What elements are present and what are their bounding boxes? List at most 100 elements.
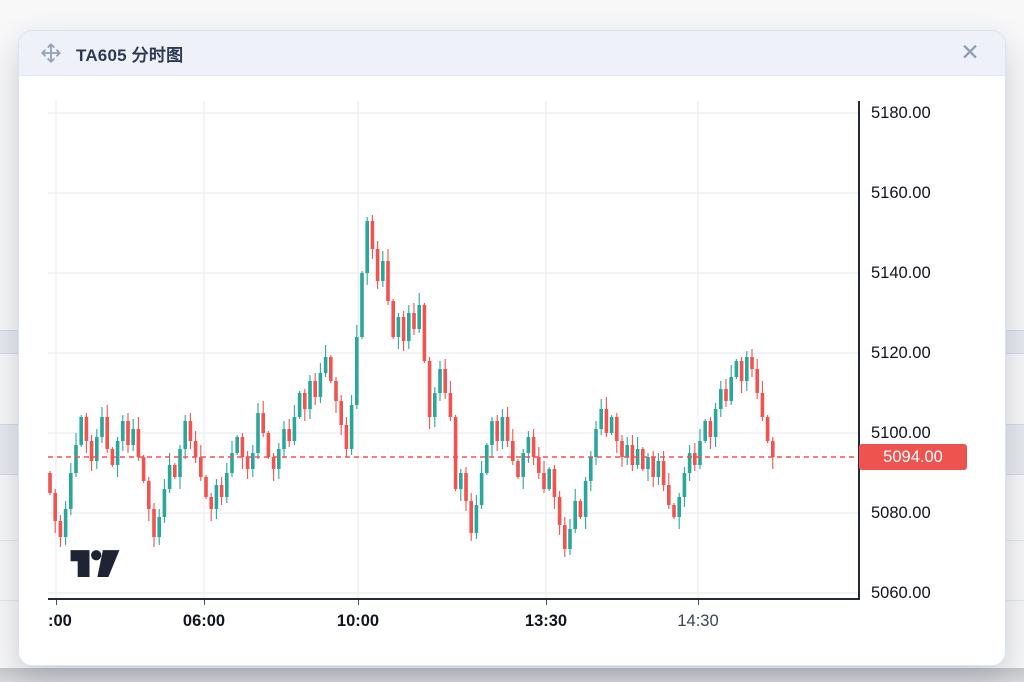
candle	[63, 509, 68, 537]
candle	[438, 369, 442, 393]
candle	[386, 261, 390, 301]
candle	[724, 389, 728, 401]
candle	[682, 473, 687, 497]
candle	[167, 465, 172, 489]
candle	[256, 413, 260, 453]
time-tick-mark	[698, 600, 699, 605]
candle	[209, 497, 213, 509]
candle	[568, 529, 572, 549]
candle	[729, 377, 733, 401]
candle	[141, 457, 146, 481]
candle	[771, 441, 775, 457]
candle	[453, 417, 458, 489]
price-tick-label: 5100.00	[871, 424, 931, 442]
candle	[552, 469, 557, 497]
candle	[178, 449, 182, 477]
candle	[391, 301, 395, 337]
candle	[625, 445, 629, 457]
time-tick-mark	[358, 600, 359, 605]
close-button[interactable]: ✕	[955, 38, 985, 68]
candle	[115, 441, 120, 465]
candle	[193, 441, 198, 457]
candle	[297, 393, 302, 417]
candle	[651, 457, 655, 477]
candle	[136, 429, 141, 457]
candle	[131, 429, 135, 445]
candlestick-chart[interactable]	[48, 101, 858, 599]
candle	[240, 437, 245, 457]
move-icon[interactable]	[39, 41, 63, 65]
candle	[417, 305, 421, 329]
candle	[251, 453, 255, 469]
candle	[698, 441, 702, 465]
candle	[563, 525, 567, 549]
candle	[225, 473, 229, 497]
candle	[719, 389, 723, 409]
candle	[370, 221, 375, 249]
time-tick-mark	[56, 600, 57, 605]
candle	[84, 417, 89, 441]
time-tick-label: 13:30	[524, 612, 568, 630]
candle	[672, 505, 676, 517]
candle	[661, 461, 666, 485]
candle	[573, 501, 577, 529]
candle	[755, 369, 759, 393]
candle	[547, 469, 551, 489]
candle	[329, 357, 333, 381]
candle	[152, 509, 156, 537]
candle	[490, 421, 494, 445]
candle	[230, 453, 234, 473]
candle	[443, 369, 447, 393]
candle	[219, 485, 224, 497]
candle	[765, 417, 770, 441]
candle	[271, 457, 276, 469]
candle	[339, 401, 343, 425]
price-tick-label: 5120.00	[871, 344, 931, 362]
grid-layer	[48, 101, 858, 598]
price-axis-line[interactable]	[858, 101, 860, 600]
price-tick-label: 5140.00	[871, 264, 931, 282]
candle	[464, 473, 468, 501]
price-tick-label: 5060.00	[871, 584, 931, 602]
candle	[95, 437, 99, 461]
candle	[308, 381, 312, 409]
candle	[516, 461, 520, 477]
candle	[505, 417, 510, 441]
candles-layer	[48, 215, 775, 557]
candle	[479, 473, 484, 505]
candle	[245, 457, 250, 469]
candle	[459, 473, 463, 489]
candle	[531, 437, 536, 457]
candle	[656, 461, 661, 477]
candle	[511, 441, 515, 461]
candle	[401, 317, 406, 341]
time-tick-label: 06:00	[182, 612, 226, 630]
close-icon: ✕	[960, 40, 980, 66]
candle	[599, 409, 603, 429]
time-tick-label: 14:30	[677, 612, 719, 630]
candle	[713, 409, 718, 437]
candle	[365, 221, 369, 273]
candle	[355, 337, 359, 405]
candle	[287, 429, 291, 441]
candle	[313, 381, 317, 397]
candle	[526, 437, 531, 453]
candle	[604, 409, 609, 433]
candle	[204, 477, 208, 497]
candle	[739, 361, 744, 381]
candle	[344, 425, 349, 449]
candle	[495, 421, 499, 441]
price-tick-label: 5180.00	[871, 104, 931, 122]
candle	[303, 393, 307, 409]
candle	[537, 457, 541, 473]
candle	[53, 493, 57, 521]
candle	[542, 473, 546, 489]
tradingview-logo-icon	[70, 550, 120, 577]
candle	[334, 381, 338, 401]
candle	[235, 437, 239, 453]
chart-dialog: TA605 分时图 ✕ 5180.00 5160.00 5140.00 5120.00…	[18, 30, 1006, 666]
candle	[646, 457, 650, 469]
candle	[594, 429, 598, 457]
candle	[79, 417, 83, 445]
candle	[578, 501, 583, 517]
